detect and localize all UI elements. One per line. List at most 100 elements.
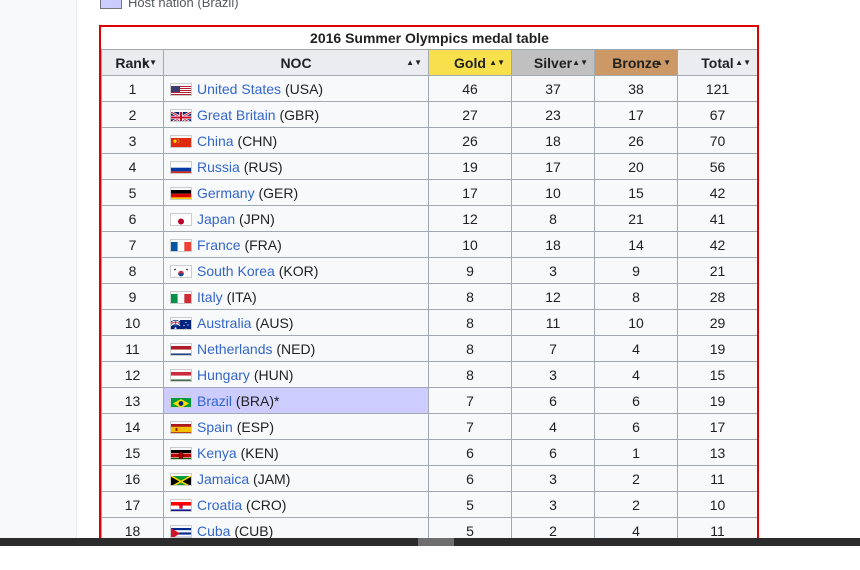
host-nation-legend: Host nation (Brazil) — [100, 0, 239, 10]
country-code: (ESP) — [236, 418, 275, 435]
bronze-header[interactable]: Bronze ▲▼ — [594, 49, 678, 76]
country-code: (GBR) — [279, 106, 320, 123]
gold-cell: 27 — [428, 101, 512, 128]
rank-cell: 11 — [101, 335, 164, 362]
rank-cell: 2 — [101, 101, 164, 128]
total-cell: 15 — [677, 361, 757, 388]
gold-cell: 5 — [428, 491, 512, 518]
esp-flag-icon — [170, 420, 192, 434]
country-link[interactable]: Croatia — [197, 496, 243, 513]
silver-cell: 3 — [511, 361, 595, 388]
sort-icon[interactable]: ▲▼ — [141, 57, 157, 67]
total-cell: 19 — [677, 335, 757, 362]
country-link[interactable]: Cuba — [197, 522, 231, 539]
country-code: (CHN) — [237, 132, 278, 149]
total-cell: 28 — [677, 283, 757, 310]
total-cell: 11 — [677, 517, 757, 541]
country-link[interactable]: Jamaica — [197, 470, 250, 487]
sort-icon[interactable]: ▲▼ — [489, 57, 505, 67]
country-code: (FRA) — [244, 236, 282, 253]
country-code: (KEN) — [240, 444, 279, 461]
hun-flag-icon — [170, 368, 192, 382]
country-code: (CRO) — [246, 496, 287, 513]
table-row: 16 Jamaica (JAM) 6 3 2 11 — [101, 465, 757, 492]
country-link[interactable]: Netherlands — [197, 340, 273, 357]
rus-flag-icon — [170, 160, 192, 174]
table-row: 4 Russia (RUS) 19 17 20 56 — [101, 153, 757, 180]
silver-cell: 3 — [511, 465, 595, 492]
jam-flag-icon — [170, 472, 192, 486]
country-link[interactable]: Australia — [197, 314, 252, 331]
silver-cell: 12 — [511, 283, 595, 310]
gold-cell: 8 — [428, 283, 512, 310]
noc-header[interactable]: NOC ▲▼ — [163, 49, 429, 76]
silver-cell: 23 — [511, 101, 595, 128]
host-color-swatch — [100, 0, 122, 9]
bronze-cell: 1 — [594, 439, 678, 466]
rank-cell: 15 — [101, 439, 164, 466]
gold-cell: 46 — [428, 75, 512, 102]
country-link[interactable]: Brazil — [197, 392, 233, 409]
table-row: 3 China (CHN) 26 18 26 70 — [101, 127, 757, 154]
sort-icon[interactable]: ▲▼ — [406, 57, 422, 67]
noc-cell: Japan (JPN) — [163, 205, 429, 232]
country-link[interactable]: United States — [197, 80, 282, 97]
table-row: 10 Australia (AUS) 8 11 10 29 — [101, 309, 757, 336]
rank-cell: 8 — [101, 257, 164, 284]
gold-cell: 10 — [428, 231, 512, 258]
country-link[interactable]: Germany — [197, 184, 255, 201]
gold-header[interactable]: Gold ▲▼ — [428, 49, 512, 76]
table-row: 13 Brazil (BRA)* 7 6 6 19 — [101, 387, 757, 414]
table-row: 1 United States (USA) 46 37 38 121 — [101, 75, 757, 102]
gold-cell: 8 — [428, 335, 512, 362]
noc-cell: Cuba (CUB) — [163, 517, 429, 541]
country-code: (USA) — [284, 80, 324, 97]
total-cell: 19 — [677, 387, 757, 414]
country-link[interactable]: Russia — [197, 158, 240, 175]
country-link[interactable]: Great Britain — [197, 106, 276, 123]
rank-cell: 14 — [101, 413, 164, 440]
rank-cell: 9 — [101, 283, 164, 310]
bronze-cell: 4 — [594, 335, 678, 362]
country-link[interactable]: Hungary — [197, 366, 250, 383]
usa-flag-icon — [170, 82, 192, 96]
rank-cell: 18 — [101, 517, 164, 541]
total-cell: 17 — [677, 413, 757, 440]
table-row: 18 Cuba (CUB) 5 2 4 11 — [101, 517, 757, 541]
silver-cell: 6 — [511, 439, 595, 466]
table-row: 12 Hungary (HUN) 8 3 4 15 — [101, 361, 757, 388]
silver-cell: 17 — [511, 153, 595, 180]
country-code: (AUS) — [255, 314, 294, 331]
horizontal-scrollbar[interactable] — [0, 538, 860, 546]
rank-header[interactable]: Rank ▲▼ — [101, 49, 164, 76]
bronze-cell: 14 — [594, 231, 678, 258]
country-code: (KOR) — [278, 262, 319, 279]
country-code: (BRA)* — [235, 392, 280, 409]
bottom-area — [0, 546, 860, 570]
bronze-cell: 20 — [594, 153, 678, 180]
country-link[interactable]: France — [197, 236, 241, 253]
table-row: 9 Italy (ITA) 8 12 8 28 — [101, 283, 757, 310]
sort-icon[interactable]: ▲▼ — [735, 57, 751, 67]
total-cell: 10 — [677, 491, 757, 518]
rank-cell: 3 — [101, 127, 164, 154]
country-link[interactable]: South Korea — [197, 262, 275, 279]
scrollbar-thumb[interactable] — [418, 538, 454, 546]
country-link[interactable]: Kenya — [197, 444, 237, 461]
total-cell: 42 — [677, 179, 757, 206]
sort-icon[interactable]: ▲▼ — [572, 57, 588, 67]
noc-cell: Italy (ITA) — [163, 283, 429, 310]
sort-icon[interactable]: ▲▼ — [655, 57, 671, 67]
country-link[interactable]: Japan — [197, 210, 236, 227]
silver-cell: 18 — [511, 127, 595, 154]
total-header[interactable]: Total ▲▼ — [677, 49, 757, 76]
rank-cell: 7 — [101, 231, 164, 258]
country-link[interactable]: China — [197, 132, 234, 149]
silver-cell: 3 — [511, 257, 595, 284]
bronze-cell: 6 — [594, 413, 678, 440]
silver-header[interactable]: Silver ▲▼ — [511, 49, 595, 76]
bronze-cell: 8 — [594, 283, 678, 310]
country-link[interactable]: Italy — [197, 288, 223, 305]
country-code: (ITA) — [226, 288, 257, 305]
country-link[interactable]: Spain — [197, 418, 233, 435]
